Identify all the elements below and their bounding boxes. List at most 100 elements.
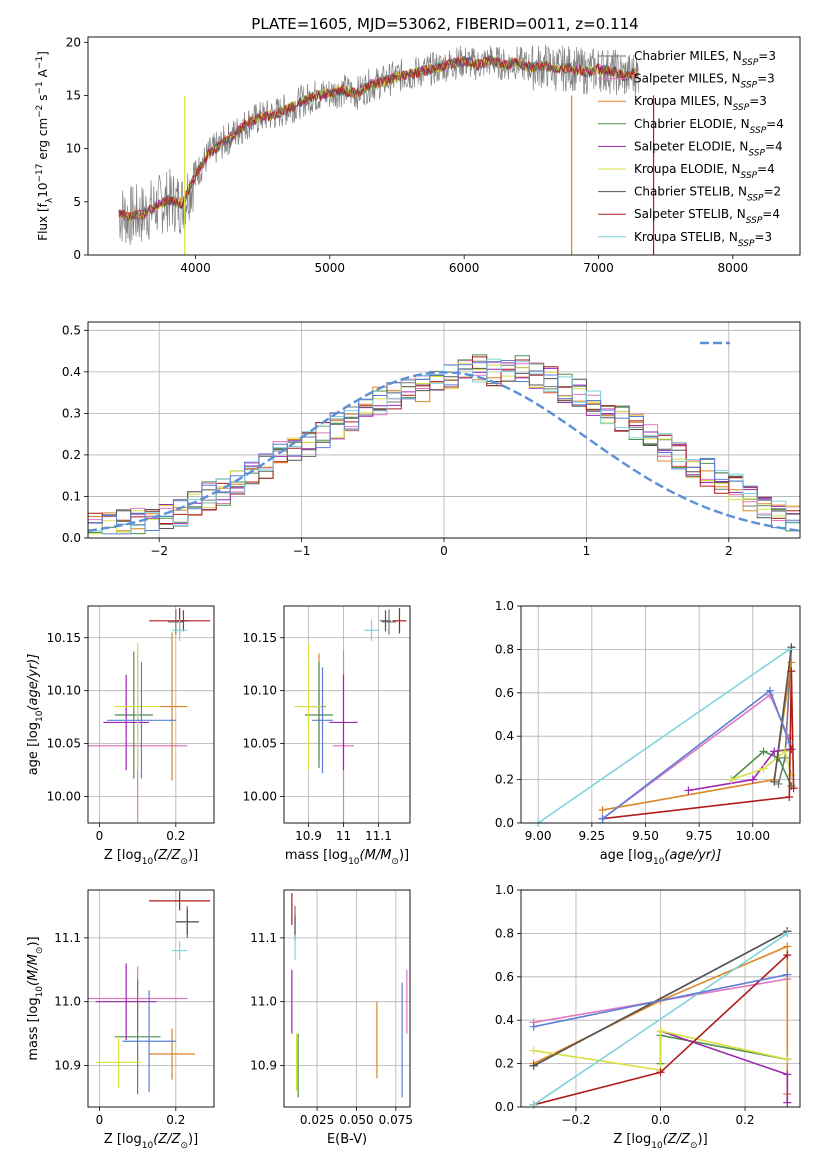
weight-series-marker	[759, 747, 768, 756]
x-axis-label: Z [log10(Z/Z⊙)]	[613, 1132, 707, 1151]
label-part: Z [log	[104, 848, 142, 863]
weight-series-marker	[783, 942, 792, 951]
mass-vs-z-panel: 0 0.210.911.011.1Z [log10(Z/Z⊙)]mass [log…	[26, 889, 215, 1151]
label-part: )]	[26, 936, 41, 946]
weight-series-line	[659, 1034, 788, 1064]
weight-series-marker	[783, 929, 792, 938]
x-axis-label: Z [log10(Z/Z⊙)]	[104, 1132, 198, 1151]
legend-entry: Kroupa ELODIE, NSSP=4	[634, 162, 775, 181]
x-tick-label: −0.2	[561, 1113, 590, 1127]
y-tick-label: 10.10	[47, 684, 81, 698]
x-tick-label: 5000	[315, 261, 346, 275]
x-tick-label: 10.9	[295, 829, 322, 843]
legend-entry: Chabrier ELODIE, NSSP=4	[634, 117, 784, 136]
label-part: −2	[35, 105, 45, 118]
axes-frame	[87, 605, 215, 824]
label-part: 10	[35, 710, 45, 722]
label-part: E(B-V)	[327, 1132, 367, 1147]
weight-series-marker	[783, 1055, 792, 1064]
label-part: s	[36, 95, 50, 105]
weight-series-marker	[770, 777, 779, 786]
y-tick-label: 10.10	[243, 684, 277, 698]
legend-entry: Chabrier MILES, NSSP=3	[634, 49, 776, 68]
y-tick-label: 0.8	[495, 642, 514, 656]
label-part: SSP	[742, 58, 759, 68]
y-tick-label: 10.9	[54, 1059, 81, 1073]
weight-series-line	[773, 647, 793, 782]
y-tick-label: 0	[73, 248, 81, 262]
weight-series-line	[537, 648, 790, 823]
mass-vs-ebv-panel: 0.025 0.050 0.075 10.9 11.0 11.1 E(B-V)	[250, 889, 413, 1147]
axes-frame	[520, 889, 801, 1108]
y-tick-label: 10.15	[243, 631, 277, 645]
x-tick-label: 0.050	[339, 1113, 373, 1127]
label-part: λ	[45, 197, 55, 203]
weight-series-line	[602, 671, 795, 820]
y-tick-label: 10.00	[47, 790, 81, 804]
label-part: (Z/Z	[663, 1132, 691, 1147]
x-tick-label: 11	[336, 829, 351, 843]
label-part: 10	[36, 183, 50, 198]
x-tick-label: 7000	[583, 261, 614, 275]
label-part: Z [log	[613, 1132, 651, 1147]
label-part: SSP	[746, 216, 763, 226]
weight-series-marker	[774, 779, 783, 788]
y-tick-label: 0.8	[495, 926, 514, 940]
axes-frame	[520, 605, 801, 824]
x-tick-label: 2	[725, 544, 733, 558]
weight-series-marker	[529, 1046, 538, 1055]
weight-series-marker	[789, 784, 798, 793]
weight-series-marker	[785, 738, 794, 747]
label-part: SSP	[738, 239, 755, 249]
y-tick-label: 11.1	[250, 931, 277, 945]
label-part: ⊙	[391, 857, 399, 867]
weight-series-marker	[783, 1070, 792, 1079]
y-tick-label: 0.0	[495, 1100, 514, 1114]
weight-series-line	[533, 932, 788, 1106]
legend-entry: Salpeter MILES, NSSP=3	[634, 72, 775, 91]
weight-series-marker	[656, 1027, 665, 1036]
label-part: =3	[757, 72, 775, 86]
label-part: 10	[348, 857, 360, 867]
x-tick-label: 0.075	[379, 1113, 413, 1127]
label-part: 10	[653, 857, 665, 867]
weight-series-marker	[598, 805, 607, 814]
label-part: SSP	[741, 171, 758, 181]
x-tick-label: 8000	[718, 261, 749, 275]
label-part: Salpeter MILES, N	[634, 72, 741, 86]
axes-frame	[87, 321, 801, 539]
axes-frame	[283, 605, 411, 824]
weight-series-marker	[727, 775, 736, 784]
label-part: =3	[754, 230, 772, 244]
label-part: SSP	[748, 148, 765, 158]
x-tick-label: 1	[583, 544, 591, 558]
weight-series-line	[533, 1030, 788, 1072]
label-part: mass [log	[285, 848, 348, 863]
axes-frame	[87, 889, 215, 1108]
weight-series-marker	[529, 1100, 538, 1109]
weight-series-marker	[787, 745, 796, 754]
y-tick-label: 10.05	[47, 737, 81, 751]
y-tick-label: 0.0	[62, 531, 81, 545]
mass-weight-vs-z-panel: −0.2 0.0 0.2 0.0 0.2 0.4 0.6 0.8 1.0 Z [log10(Z/Z…	[495, 883, 801, 1151]
weight-series-marker	[785, 792, 794, 801]
y-tick-label: 11.0	[54, 995, 81, 1009]
label-part: )]	[188, 848, 198, 863]
label-part: =3	[749, 94, 767, 108]
normal-curve	[88, 371, 800, 532]
y-tick-label: 10.15	[47, 631, 81, 645]
x-tick-label: 9.25	[578, 829, 605, 843]
weight-series-line	[731, 750, 793, 781]
label-part: =4	[762, 207, 780, 221]
weight-series-marker	[783, 970, 792, 979]
weight-series-marker	[529, 1022, 538, 1031]
x-axis-label: mass [log10(M/M⊙)]	[285, 848, 409, 867]
y-tick-label: 0.4	[495, 1013, 514, 1027]
y-tick-label: 1.0	[495, 883, 514, 897]
spectrum-data-line	[118, 44, 639, 246]
x-tick-label: 9.00	[525, 829, 552, 843]
label-part: age [log	[26, 722, 41, 775]
